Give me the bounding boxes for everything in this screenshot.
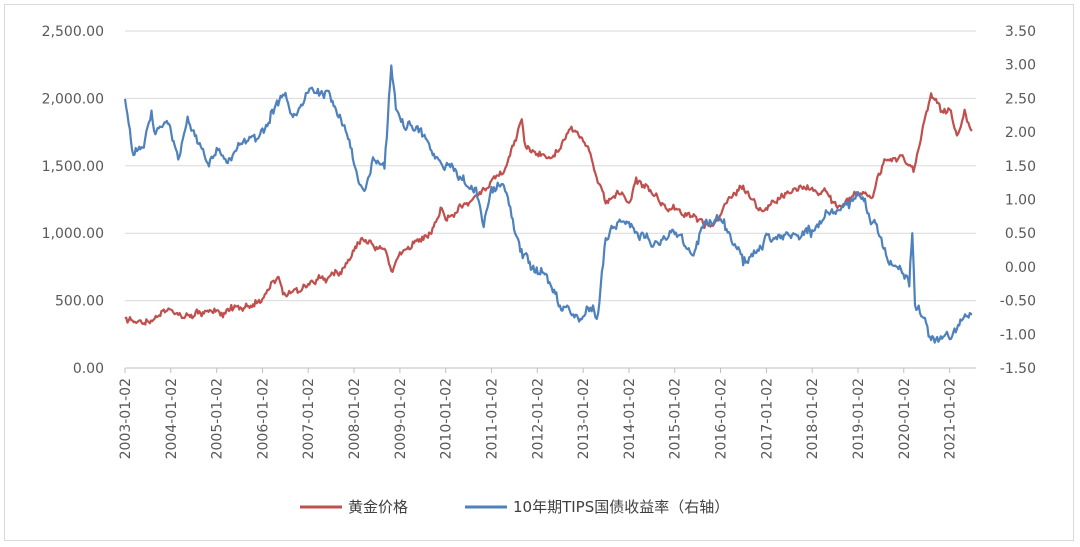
x-axis-tick-label: 2010-01-02 xyxy=(439,378,455,459)
x-axis-tick-label: 2004-01-02 xyxy=(164,378,180,459)
left-axis-tick-label: 2,500.00 xyxy=(42,24,104,40)
x-axis-tick-label: 2019-01-02 xyxy=(851,378,867,459)
right-axis-tick-label: -0.50 xyxy=(1000,294,1036,310)
right-axis-tick-label: 0.00 xyxy=(1005,260,1036,276)
x-axis-tick-label: 2015-01-02 xyxy=(668,378,684,459)
x-axis-tick-label: 2006-01-02 xyxy=(255,378,271,459)
left-axis-ticks: 0.00 500.00 1,000.00 1,500.00 2,000.00 2,500.… xyxy=(42,24,104,377)
legend-label-tips: 10年期TIPS国债收益率（右轴） xyxy=(513,498,729,516)
legend: 黄金价格 10年期TIPS国债收益率（右轴） xyxy=(300,498,729,516)
x-axis-tick-label: 2021-01-02 xyxy=(943,378,959,459)
left-axis-tick-label: 1,500.00 xyxy=(42,159,104,175)
right-axis-tick-label: -1.00 xyxy=(1000,327,1036,343)
series-line-tips xyxy=(123,64,973,344)
right-axis-tick-label: 3.00 xyxy=(1005,58,1036,74)
x-axis-ticks: 2003-01-02 2004-01-02 2005-01-02 2006-01-02… xyxy=(118,368,959,459)
series-line-gold xyxy=(124,92,973,326)
series-layer xyxy=(123,64,973,344)
x-axis-tick-label: 2013-01-02 xyxy=(576,378,592,459)
x-axis-tick-label: 2009-01-02 xyxy=(393,378,409,459)
x-axis-tick-label: 2012-01-02 xyxy=(530,378,546,459)
right-axis-ticks: -1.50 -1.00 -0.50 0.00 0.50 1.00 1.50 2.00 2.50 3… xyxy=(1000,24,1036,377)
x-axis-tick-label: 2003-01-02 xyxy=(118,378,134,459)
legend-label-gold: 黄金价格 xyxy=(348,498,408,516)
left-axis-tick-label: 0.00 xyxy=(73,361,104,377)
x-axis-tick-label: 2017-01-02 xyxy=(759,378,775,459)
x-axis-tick-label: 2005-01-02 xyxy=(210,378,226,459)
left-axis-tick-label: 2,000.00 xyxy=(42,91,104,107)
right-axis-tick-label: 0.50 xyxy=(1005,226,1036,242)
gridlines xyxy=(125,30,976,302)
right-axis-tick-label: 1.00 xyxy=(1005,193,1036,209)
left-axis-tick-label: 500.00 xyxy=(55,294,104,310)
right-axis-tick-label: -1.50 xyxy=(1000,361,1036,377)
right-axis-tick-label: 3.50 xyxy=(1005,24,1036,40)
x-axis-tick-label: 2007-01-02 xyxy=(301,378,317,459)
x-axis-tick-label: 2020-01-02 xyxy=(897,378,913,459)
right-axis-tick-label: 1.50 xyxy=(1005,159,1036,175)
x-axis-tick-label: 2018-01-02 xyxy=(805,378,821,459)
right-axis-tick-label: 2.00 xyxy=(1005,125,1036,141)
left-axis-tick-label: 1,000.00 xyxy=(42,226,104,242)
x-axis-tick-label: 2014-01-02 xyxy=(622,378,638,459)
x-axis-tick-label: 2008-01-02 xyxy=(347,378,363,459)
right-axis-tick-label: 2.50 xyxy=(1005,91,1036,107)
chart-frame xyxy=(4,4,1074,541)
x-axis-tick-label: 2016-01-02 xyxy=(714,378,730,459)
x-axis-tick-label: 2011-01-02 xyxy=(484,378,500,459)
